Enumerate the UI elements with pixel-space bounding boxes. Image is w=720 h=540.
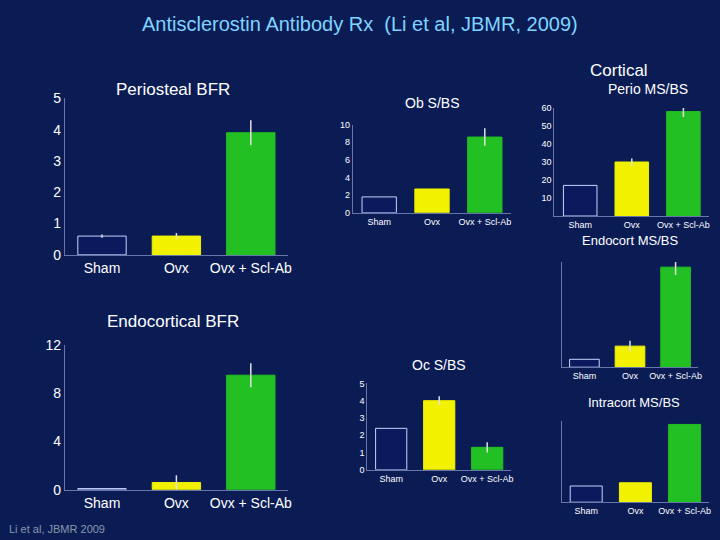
svg-text:Endocortical BFR: Endocortical BFR [107,312,239,331]
svg-text:0: 0 [345,208,350,218]
svg-text:Ob S/BS: Ob S/BS [405,95,459,111]
svg-text:Sham: Sham [574,506,598,516]
svg-text:Endocort MS/BS: Endocort MS/BS [582,233,678,248]
svg-text:1: 1 [359,448,364,458]
svg-text:8: 8 [53,385,61,401]
svg-text:Sham: Sham [568,220,592,230]
svg-text:0: 0 [53,482,61,498]
svg-text:Ovx + Scl-Ab: Ovx + Scl-Ab [657,220,710,230]
svg-text:Ovx: Ovx [622,371,639,381]
svg-text:60: 60 [542,103,552,113]
svg-text:30: 30 [542,157,552,167]
svg-text:Sham: Sham [84,495,121,511]
svg-text:Sham: Sham [379,474,403,484]
svg-text:Ovx + Scl-Ab: Ovx + Scl-Ab [658,506,711,516]
svg-text:Ovx + Scl-Ab: Ovx + Scl-Ab [461,474,514,484]
svg-text:4: 4 [359,396,364,406]
svg-text:Perio MS/BS: Perio MS/BS [608,81,688,97]
svg-text:10: 10 [542,193,552,203]
svg-text:1: 1 [53,215,61,231]
svg-text:Sham: Sham [573,371,597,381]
svg-text:20: 20 [542,175,552,185]
svg-text:Ovx + Scl-Ab: Ovx + Scl-Ab [649,371,702,381]
svg-text:Ovx + Scl-Ab: Ovx + Scl-Ab [210,260,292,276]
svg-text:Ovx: Ovx [424,217,441,227]
svg-text:40: 40 [542,139,552,149]
svg-text:Cortical: Cortical [590,61,648,80]
svg-text:Ovx: Ovx [164,495,189,511]
svg-text:50: 50 [542,121,552,131]
svg-text:3: 3 [359,413,364,423]
svg-text:Ovx + Scl-Ab: Ovx + Scl-Ab [458,217,511,227]
svg-text:Li et al, JBMR 2009: Li et al, JBMR 2009 [9,523,105,535]
svg-text:8: 8 [345,137,350,147]
svg-text:6: 6 [345,155,350,165]
svg-text:5: 5 [53,90,61,106]
svg-text:Antisclerostin Antibody Rx (L: Antisclerostin Antibody Rx (Li et al, JB… [142,13,578,35]
svg-text:0: 0 [53,247,61,263]
svg-text:0: 0 [359,465,364,475]
svg-text:4: 4 [53,122,61,138]
svg-text:Oc S/BS: Oc S/BS [412,357,466,373]
svg-text:Periosteal BFR: Periosteal BFR [116,80,230,99]
svg-text:Ovx: Ovx [624,220,641,230]
svg-text:4: 4 [53,433,61,449]
svg-text:2: 2 [53,184,61,200]
svg-text:Ovx: Ovx [164,260,189,276]
svg-text:Ovx + Scl-Ab: Ovx + Scl-Ab [210,495,292,511]
svg-text:Sham: Sham [84,260,121,276]
svg-text:10: 10 [340,120,350,130]
svg-text:12: 12 [45,337,61,353]
svg-text:2: 2 [345,190,350,200]
svg-text:3: 3 [53,153,61,169]
svg-text:4: 4 [345,173,350,183]
svg-text:2: 2 [359,430,364,440]
svg-text:5: 5 [359,379,364,389]
svg-text:Sham: Sham [367,217,391,227]
svg-text:Intracort MS/BS: Intracort MS/BS [588,395,680,410]
svg-text:Ovx: Ovx [627,506,644,516]
svg-text:Ovx: Ovx [431,474,448,484]
